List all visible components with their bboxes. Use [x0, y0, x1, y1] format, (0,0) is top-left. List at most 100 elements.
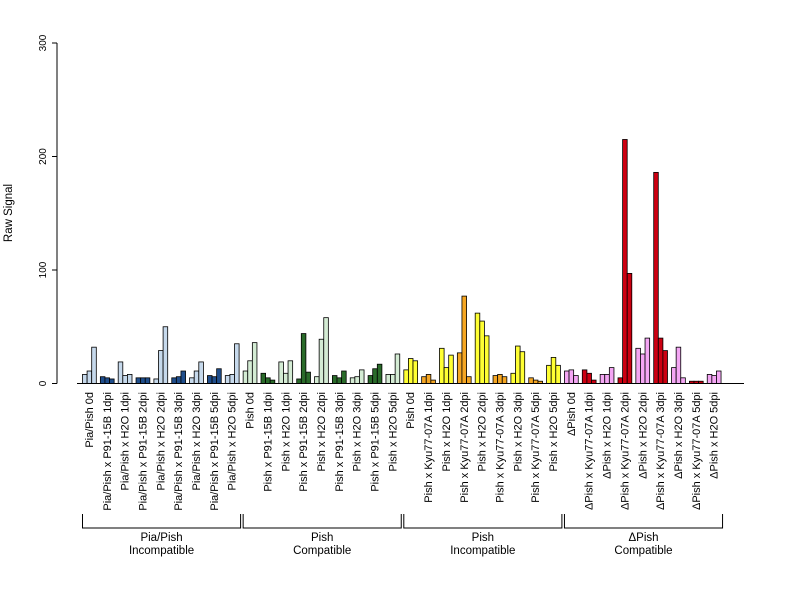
- bar: [180, 370, 186, 384]
- category-label: Pish x H2O 2dpi: [477, 392, 489, 471]
- category-label: Pia/Pish x P91-15B 1dpi: [102, 392, 114, 511]
- bar: [189, 377, 195, 384]
- category-label: Pish x Kyu77-07A 1dpi: [423, 392, 435, 503]
- bar: [546, 364, 552, 384]
- y-axis-title: Raw Signal: [3, 184, 15, 242]
- bar: [573, 375, 579, 384]
- bar: [287, 360, 294, 384]
- bar: [82, 374, 88, 384]
- category-label: Pish x P91-15B 5dpi: [370, 392, 382, 492]
- bar: [269, 379, 276, 384]
- bar: [510, 372, 516, 384]
- bar: [479, 320, 485, 384]
- bar: [158, 350, 164, 384]
- bar: [162, 326, 169, 384]
- bar: [135, 377, 142, 384]
- bar: [193, 370, 200, 384]
- bar: [430, 379, 436, 384]
- bar: [175, 376, 182, 384]
- bar: [283, 372, 289, 384]
- bar: [207, 375, 213, 384]
- bar: [171, 377, 177, 384]
- bar: [497, 374, 503, 384]
- bar: [550, 356, 557, 384]
- bar: [104, 377, 110, 384]
- category-label: ΔPish x Kyu77-07A 2dpi: [619, 392, 631, 510]
- bar: [376, 363, 383, 384]
- group-label-line2: Incompatible: [450, 545, 515, 557]
- bar: [127, 374, 133, 384]
- bar: [242, 370, 249, 384]
- category-label: Pia/Pish x P91-15B 3dpi: [173, 392, 185, 511]
- bar: [91, 346, 97, 384]
- bar: [586, 372, 592, 384]
- category-label: Pia/Pish x H2O 5dpi: [227, 392, 239, 490]
- group-bracket: [403, 514, 563, 529]
- bar: [153, 378, 159, 384]
- bar: [278, 361, 284, 384]
- bar: [247, 360, 253, 384]
- category-label: Pish 0d: [405, 392, 417, 429]
- category-label: Pia/Pish 0d: [84, 392, 96, 448]
- bar: [443, 367, 450, 384]
- category-label: Pish 0d: [245, 392, 257, 429]
- bar: [626, 273, 633, 384]
- bar: [425, 374, 432, 384]
- category-label: Pish x H2O 1dpi: [280, 392, 292, 471]
- bar: [706, 374, 713, 384]
- category-label: ΔPish x H2O 5dpi: [709, 392, 721, 479]
- bar: [653, 171, 659, 384]
- category-label: Pia/Pish x P91-15B 2dpi: [137, 392, 149, 511]
- bar: [466, 376, 472, 384]
- bar: [331, 375, 338, 384]
- bar: [675, 346, 682, 384]
- bar: [519, 351, 526, 384]
- bar: [461, 295, 467, 384]
- category-label: ΔPish x H2O 1dpi: [602, 392, 614, 479]
- bar: [448, 354, 454, 384]
- group-label-line1: Pish: [472, 532, 494, 544]
- category-label: Pia/Pish x P91-15B 5dpi: [209, 392, 221, 511]
- category-label: Pish x H2O 5dpi: [387, 392, 399, 471]
- bar: [122, 375, 128, 384]
- bar: [390, 374, 396, 384]
- category-label: ΔPish x Kyu77-07A 1dpi: [584, 392, 596, 510]
- category-label: Pish x H2O 5dpi: [548, 392, 560, 471]
- bar: [617, 377, 623, 384]
- group-bracket: [242, 514, 402, 529]
- category-label: Pish x P91-15B 2dpi: [298, 392, 310, 492]
- y-tick-label: 0: [38, 380, 49, 386]
- category-label: ΔPish 0d: [566, 392, 578, 436]
- category-label: Pish x Kyu77-07A 2dpi: [459, 392, 471, 503]
- bar: [439, 347, 445, 384]
- group-label-line1: ΔPish: [628, 532, 658, 544]
- bar: [456, 352, 463, 384]
- category-label: Pia/Pish x H2O 3dpi: [191, 392, 203, 490]
- group-label-line2: Incompatible: [129, 545, 194, 557]
- bar: [604, 374, 610, 384]
- bar: [144, 377, 151, 384]
- group-bracket: [82, 514, 242, 529]
- bar: [140, 377, 146, 384]
- category-label: Pish x P91-15B 3dpi: [334, 392, 346, 492]
- category-label: Pia/Pish x H2O 1dpi: [120, 392, 132, 490]
- bar: [515, 345, 521, 384]
- bar: [86, 370, 93, 384]
- category-label: Pish x H2O 1dpi: [441, 392, 453, 471]
- bar: [657, 337, 664, 384]
- bar: [407, 358, 414, 384]
- category-label: Pia/Pish x H2O 2dpi: [155, 392, 167, 490]
- y-tick-label: 200: [38, 148, 49, 165]
- y-tick-label: 100: [38, 261, 49, 278]
- bar: [421, 376, 427, 384]
- bar: [568, 369, 575, 384]
- bar: [555, 364, 561, 384]
- bar: [671, 367, 677, 384]
- group-bracket: [563, 514, 724, 529]
- bar: [483, 335, 490, 384]
- bar: [314, 376, 320, 384]
- bar: [336, 377, 342, 384]
- group-brackets: Pia/PishIncompatiblePishCompatiblePishIn…: [82, 514, 724, 557]
- bar: [367, 375, 374, 384]
